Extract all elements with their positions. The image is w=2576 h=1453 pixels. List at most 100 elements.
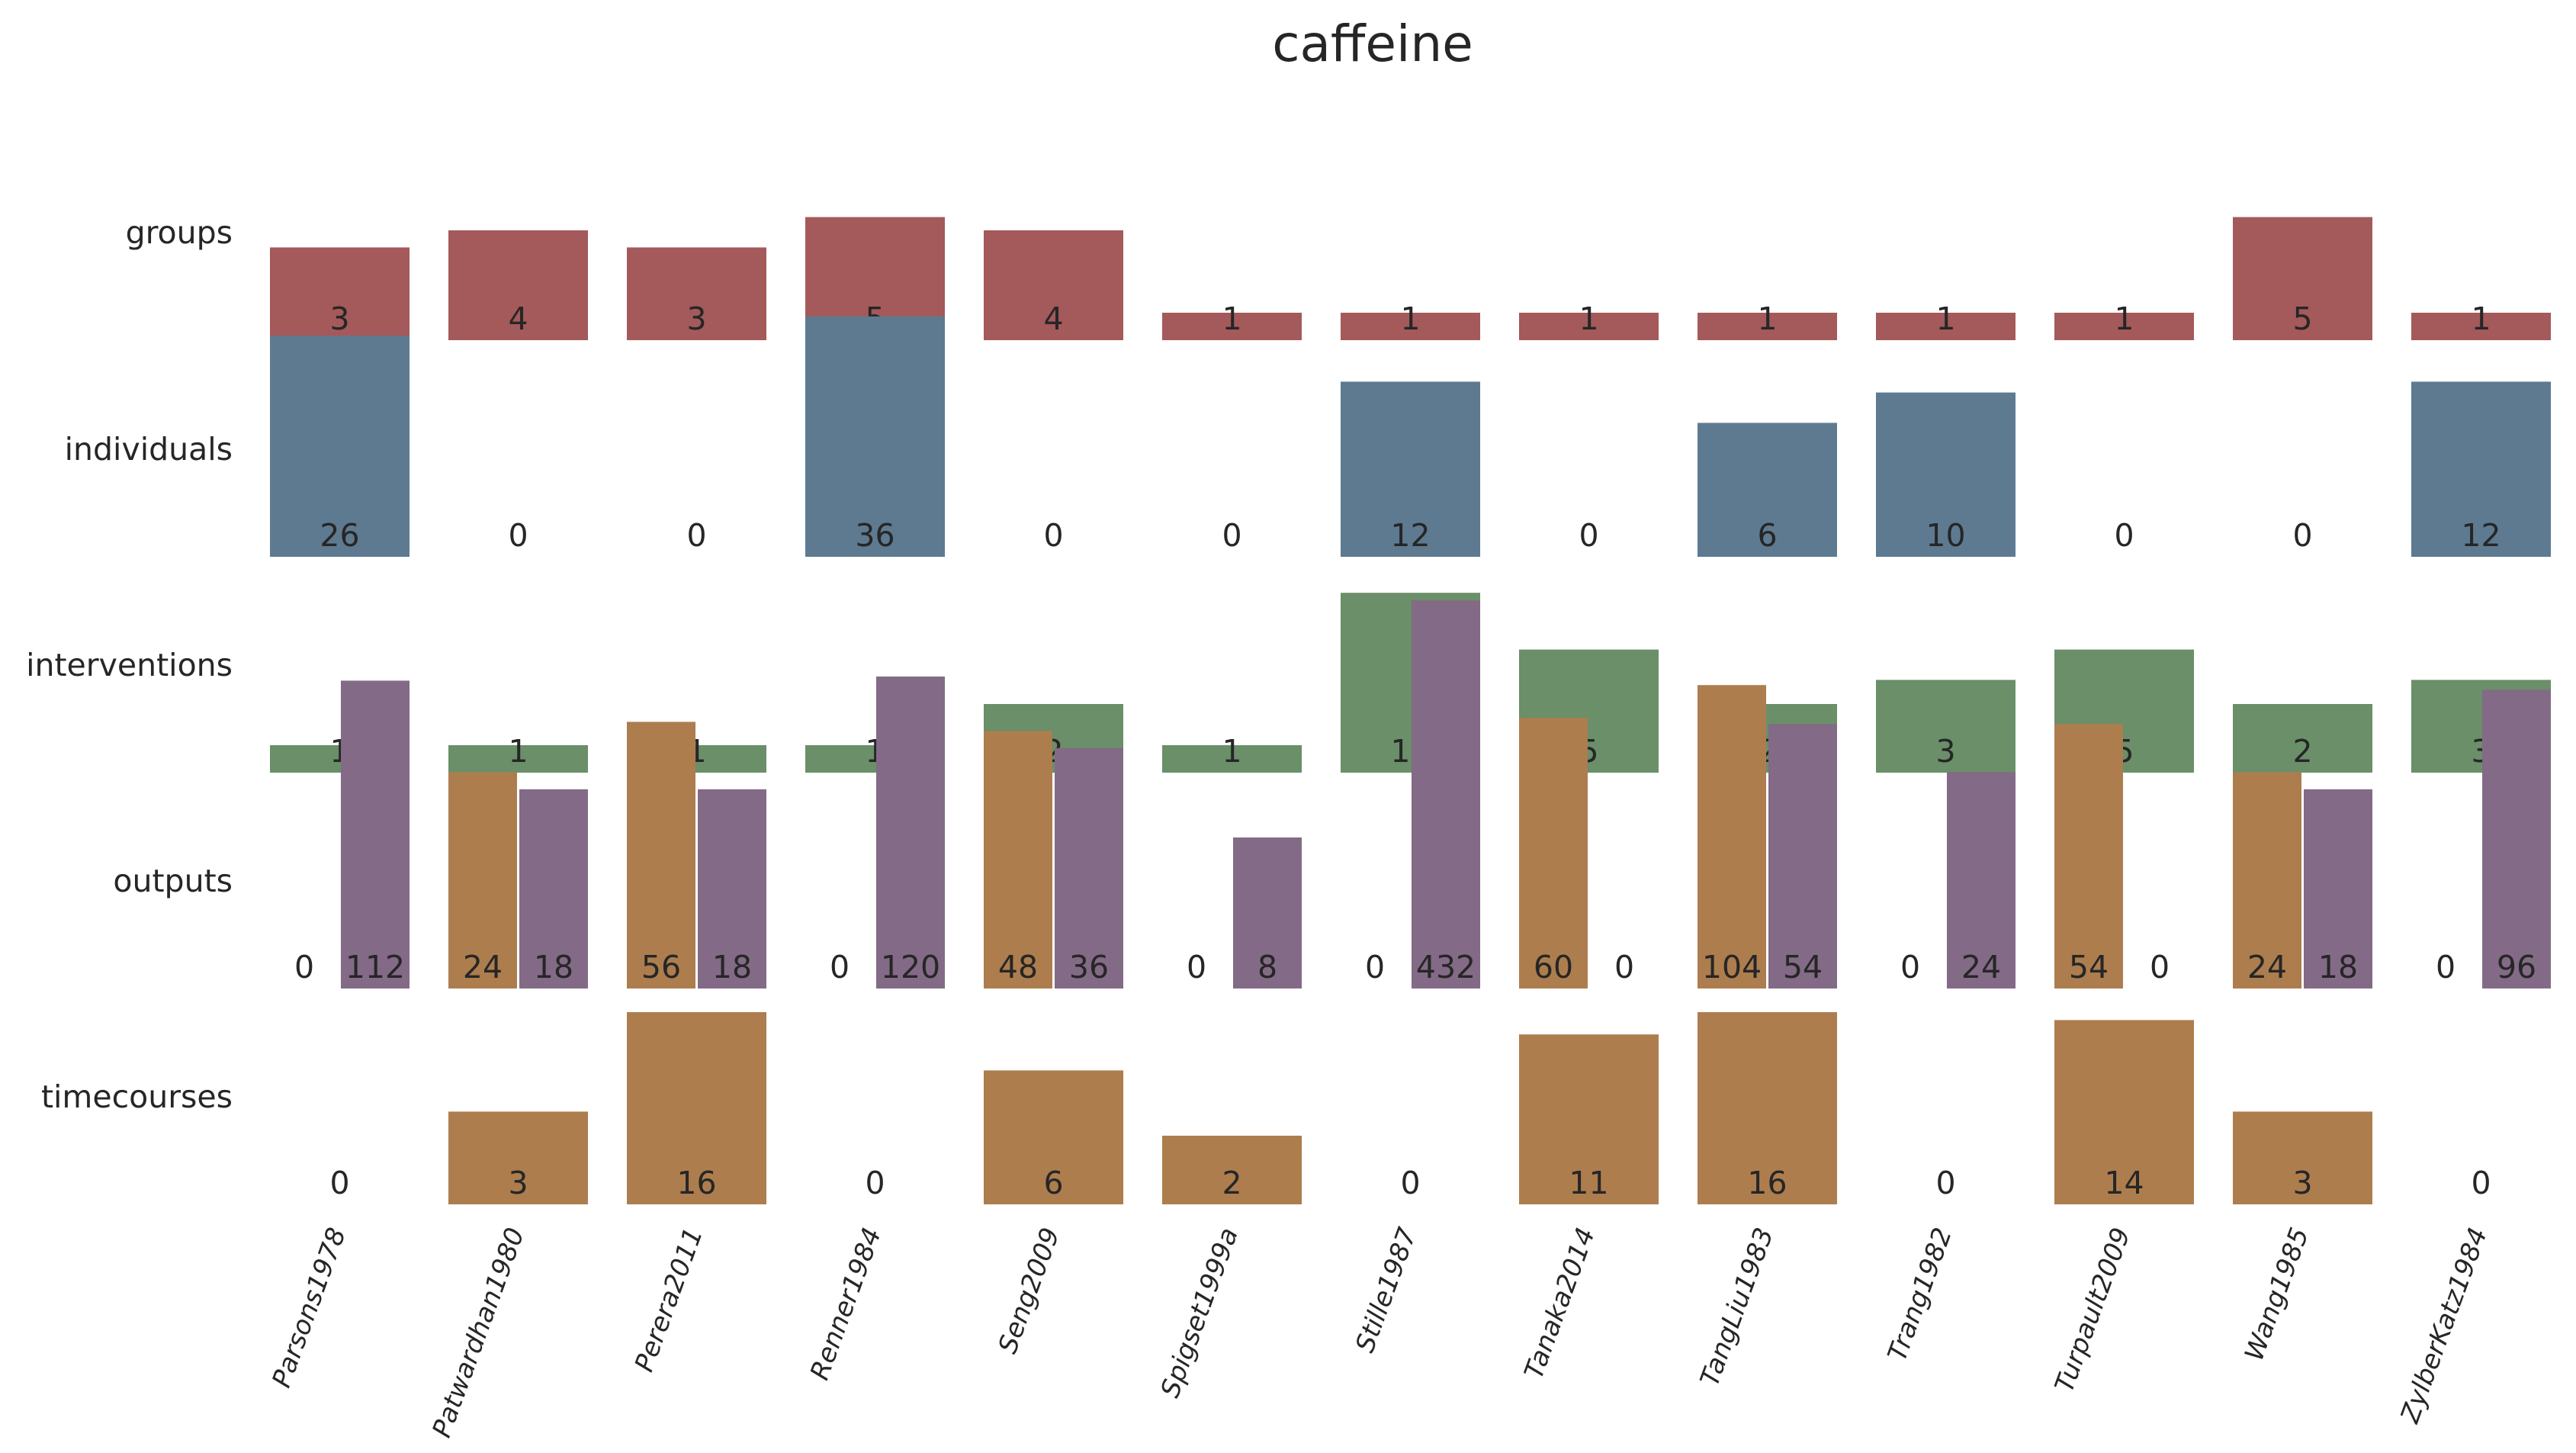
bar-timecourses-Patwardhan1980 (448, 1111, 588, 1204)
bar-outputs-Trang1982-s1 (1947, 772, 2016, 988)
bar-outputs-Spigset1999a-s1 (1233, 837, 1302, 988)
bar-timecourses-Wang1985 (2233, 1111, 2372, 1204)
value-label-individuals-Stille1987: 12 (1390, 517, 1430, 554)
value-label-groups-Patwardhan1980: 4 (508, 301, 528, 337)
bar-groups-Patwardhan1980 (448, 230, 588, 340)
bar-outputs-TangLiu1983-s0 (1698, 685, 1766, 988)
bar-timecourses-TangLiu1983 (1698, 1012, 1837, 1204)
bar-outputs-Seng2009-s1 (1055, 747, 1123, 988)
value-label-individuals-Parsons1978: 26 (320, 517, 359, 554)
bar-individuals-Renner1984 (805, 316, 945, 557)
x-tick-ZylberKatz1984: ZylberKatz1984 (2395, 1223, 2494, 1427)
bar-outputs-Wang1985-s0 (2233, 772, 2301, 988)
bar-outputs-Renner1984-s1 (876, 677, 945, 988)
x-tick-Turpault2009: Turpault2009 (2049, 1223, 2137, 1396)
x-tick-Stille1987: Stille1987 (1350, 1223, 1423, 1356)
value-label-individuals-ZylberKatz1984: 12 (2461, 517, 2501, 554)
value-label-outputs-Patwardhan1980-s0: 24 (463, 949, 503, 985)
value-label-timecourses-Renner1984: 0 (865, 1165, 885, 1201)
bar-outputs-Wang1985-s1 (2304, 789, 2372, 988)
value-label-outputs-Tanaka2014-s0: 60 (1534, 949, 1573, 985)
value-label-outputs-Wang1985-s0: 24 (2247, 949, 2287, 985)
value-label-timecourses-Trang1982: 0 (1935, 1165, 1955, 1201)
rows-layer: groups3435411111151individuals2600360012… (26, 214, 2551, 1204)
value-label-groups-Perera2011: 3 (686, 301, 706, 337)
bar-groups-Tanaka2014 (1519, 313, 1659, 340)
x-tick-Trang1982: Trang1982 (1882, 1223, 1958, 1365)
bar-groups-Seng2009 (984, 230, 1123, 340)
value-label-groups-Turpault2009: 1 (2114, 301, 2134, 337)
bar-groups-Perera2011 (627, 247, 766, 340)
x-tick-Renner1984: Renner1984 (805, 1223, 888, 1384)
bar-outputs-Turpault2009-s0 (2054, 724, 2123, 988)
bar-groups-TangLiu1983 (1698, 313, 1837, 340)
bar-outputs-Tanaka2014-s0 (1519, 718, 1588, 988)
value-label-interventions-Trang1982: 3 (1935, 733, 1955, 770)
value-label-timecourses-Seng2009: 6 (1043, 1165, 1063, 1201)
x-tick-labels: Parsons1978 Patwardhan1980 Perera2011 Renne… (266, 1223, 2494, 1442)
row-groups: groups3435411111151 (126, 214, 2551, 340)
value-label-timecourses-Perera2011: 16 (676, 1165, 716, 1201)
bar-outputs-Stille1987-s1 (1412, 600, 1480, 988)
value-label-individuals-Renner1984: 36 (855, 517, 895, 554)
x-tick-Tanaka2014: Tanaka2014 (1518, 1223, 1601, 1383)
chart-title: caffeine (1272, 14, 1473, 73)
bar-interventions-Wang1985 (2233, 704, 2372, 773)
value-label-timecourses-Spigset1999a: 2 (1222, 1165, 1241, 1201)
value-label-outputs-Stille1987-s0: 0 (1365, 949, 1385, 985)
row-label-timecourses: timecourses (41, 1078, 233, 1115)
x-tick-Spigset1999a: Spigset1999a (1155, 1223, 1244, 1401)
value-label-outputs-Seng2009-s1: 36 (1069, 949, 1109, 985)
bar-individuals-Trang1982 (1876, 392, 2016, 557)
bar-groups-Stille1987 (1341, 313, 1480, 340)
bar-individuals-Stille1987 (1341, 381, 1480, 557)
row-label-individuals: individuals (65, 431, 233, 468)
value-label-groups-TangLiu1983: 1 (1757, 301, 1777, 337)
value-label-timecourses-Tanaka2014: 11 (1569, 1165, 1608, 1201)
bar-timecourses-Spigset1999a (1162, 1136, 1302, 1204)
value-label-timecourses-Parsons1978: 0 (329, 1165, 349, 1201)
bar-groups-Trang1982 (1876, 313, 2016, 340)
bar-groups-Turpault2009 (2054, 313, 2194, 340)
row-label-outputs: outputs (113, 863, 233, 899)
value-label-interventions-Spigset1999a: 1 (1222, 733, 1241, 770)
value-label-individuals-Patwardhan1980: 0 (508, 517, 528, 554)
row-label-interventions: interventions (26, 647, 233, 683)
value-label-outputs-Renner1984-s0: 0 (830, 949, 850, 985)
row-individuals: individuals 26 0 0 36 0 0 12 0 6 10 0 0 12 (65, 316, 2551, 557)
value-label-outputs-Tanaka2014-s1: 0 (1614, 949, 1634, 985)
value-label-interventions-Wang1985: 2 (2292, 733, 2312, 770)
value-label-groups-ZylberKatz1984: 1 (2471, 301, 2491, 337)
x-tick-Seng2009: Seng2009 (992, 1223, 1065, 1357)
x-tick-TangLiu1983: TangLiu1983 (1694, 1223, 1780, 1390)
bar-outputs-TangLiu1983-s1 (1768, 724, 1837, 988)
bar-individuals-TangLiu1983 (1698, 423, 1837, 557)
value-label-groups-Stille1987: 1 (1400, 301, 1420, 337)
value-label-interventions-Patwardhan1980: 1 (508, 733, 528, 770)
value-label-outputs-Turpault2009-s1: 0 (2150, 949, 2170, 985)
value-label-individuals-Tanaka2014: 0 (1579, 517, 1598, 554)
bar-groups-Spigset1999a (1162, 313, 1302, 340)
value-label-timecourses-Stille1987: 0 (1400, 1165, 1420, 1201)
value-label-outputs-Perera2011-s0: 56 (641, 949, 681, 985)
value-label-individuals-Turpault2009: 0 (2114, 517, 2134, 554)
row-label-groups: groups (126, 214, 233, 251)
value-label-groups-Tanaka2014: 1 (1579, 301, 1598, 337)
x-tick-Perera2011: Perera2011 (629, 1223, 709, 1375)
bar-timecourses-Turpault2009 (2054, 1020, 2194, 1204)
value-label-outputs-TangLiu1983-s0: 104 (1702, 949, 1762, 985)
value-label-groups-Trang1982: 1 (1935, 301, 1955, 337)
value-label-groups-Parsons1978: 3 (329, 301, 349, 337)
value-label-outputs-Parsons1978-s1: 112 (345, 949, 405, 985)
value-label-outputs-Spigset1999a-s0: 0 (1187, 949, 1206, 985)
value-label-outputs-Trang1982-s0: 0 (1900, 949, 1920, 985)
bar-individuals-Parsons1978 (270, 336, 410, 557)
value-label-outputs-Spigset1999a-s1: 8 (1257, 949, 1277, 985)
bar-outputs-Perera2011-s1 (698, 789, 766, 988)
value-label-groups-Wang1985: 5 (2292, 301, 2312, 337)
value-label-outputs-Perera2011-s1: 18 (712, 949, 752, 985)
value-label-outputs-Parsons1978-s0: 0 (294, 949, 314, 985)
value-label-individuals-Seng2009: 0 (1043, 517, 1063, 554)
